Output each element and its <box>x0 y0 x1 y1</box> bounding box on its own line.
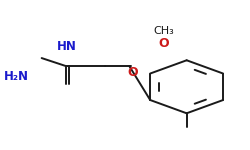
Text: CH₃: CH₃ <box>153 26 174 36</box>
Text: H₂N: H₂N <box>4 70 29 83</box>
Text: O: O <box>158 37 168 50</box>
Text: O: O <box>128 66 138 79</box>
Text: HN: HN <box>57 40 77 53</box>
